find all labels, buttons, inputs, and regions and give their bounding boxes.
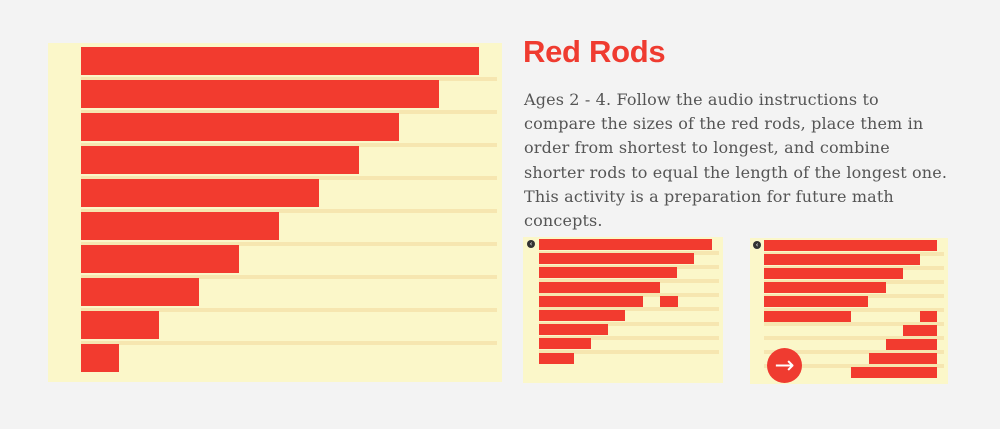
next-arrow-button[interactable]: →	[767, 348, 802, 383]
red-rod[interactable]	[81, 113, 399, 141]
red-rod[interactable]	[886, 338, 937, 350]
red-rod[interactable]	[539, 295, 643, 307]
red-rod[interactable]	[539, 267, 677, 279]
red-rod[interactable]	[539, 239, 712, 250]
rod-row-divider	[81, 242, 497, 246]
rod-row-divider	[764, 293, 944, 298]
rod-row-divider	[764, 251, 944, 256]
rod-row-divider	[81, 110, 497, 114]
rod-row-divider	[539, 293, 719, 298]
red-rod[interactable]	[764, 240, 937, 251]
red-rod[interactable]	[851, 366, 937, 378]
red-rod[interactable]	[764, 254, 920, 266]
red-rod[interactable]	[81, 344, 119, 372]
red-rod[interactable]	[660, 295, 678, 307]
red-rod[interactable]	[539, 324, 608, 336]
red-rod[interactable]	[920, 310, 937, 322]
rod-row-divider	[764, 336, 944, 341]
rod-row-divider	[81, 308, 497, 312]
rod-row-divider	[539, 321, 719, 326]
rod-row-divider	[764, 322, 944, 326]
rod-row-divider	[764, 350, 944, 355]
back-arrow-icon[interactable]: ‹	[753, 241, 761, 249]
red-rod[interactable]	[81, 245, 239, 273]
red-rod[interactable]	[539, 253, 694, 265]
rod-row-divider	[81, 275, 497, 279]
red-rod[interactable]	[539, 338, 591, 350]
red-rod[interactable]	[81, 80, 439, 108]
red-rod[interactable]	[764, 268, 903, 280]
rod-row-divider	[539, 264, 719, 269]
rod-row-divider	[764, 307, 944, 312]
right-arrow-icon: →	[774, 351, 795, 379]
rod-row-divider	[81, 341, 497, 345]
screenshot-sorting[interactable]	[523, 237, 723, 383]
activity-description: Ages 2 - 4. Follow the audio instruction…	[524, 90, 948, 231]
rod-row-divider	[81, 176, 497, 180]
red-rod[interactable]	[903, 324, 937, 336]
rod-row-divider	[764, 279, 944, 284]
rod-row-divider	[81, 209, 497, 213]
red-rod[interactable]	[81, 47, 479, 75]
red-rod[interactable]	[539, 310, 625, 321]
rod-row-divider	[81, 143, 497, 147]
red-rod[interactable]	[81, 311, 159, 339]
rod-row-divider	[539, 278, 719, 283]
rod-row-divider	[539, 349, 719, 354]
rod-row-divider	[764, 364, 944, 369]
red-rod[interactable]	[764, 296, 868, 308]
red-rod[interactable]	[81, 212, 279, 240]
red-rod[interactable]	[764, 282, 886, 294]
rod-row-divider	[539, 250, 719, 255]
red-rod[interactable]	[81, 179, 319, 207]
rod-row-divider	[764, 265, 944, 270]
back-arrow-icon[interactable]: ‹	[527, 240, 535, 248]
rod-row-divider	[539, 335, 719, 340]
rod-row-divider	[81, 77, 497, 81]
main-rods-panel	[48, 43, 502, 382]
red-rod[interactable]	[869, 352, 937, 364]
red-rod[interactable]	[81, 146, 359, 174]
red-rod[interactable]	[81, 278, 199, 306]
red-rod[interactable]	[539, 352, 574, 364]
rod-row-divider	[539, 307, 719, 312]
red-rod[interactable]	[764, 310, 851, 322]
activity-title: Red Rods	[523, 34, 666, 69]
red-rod[interactable]	[539, 281, 660, 293]
